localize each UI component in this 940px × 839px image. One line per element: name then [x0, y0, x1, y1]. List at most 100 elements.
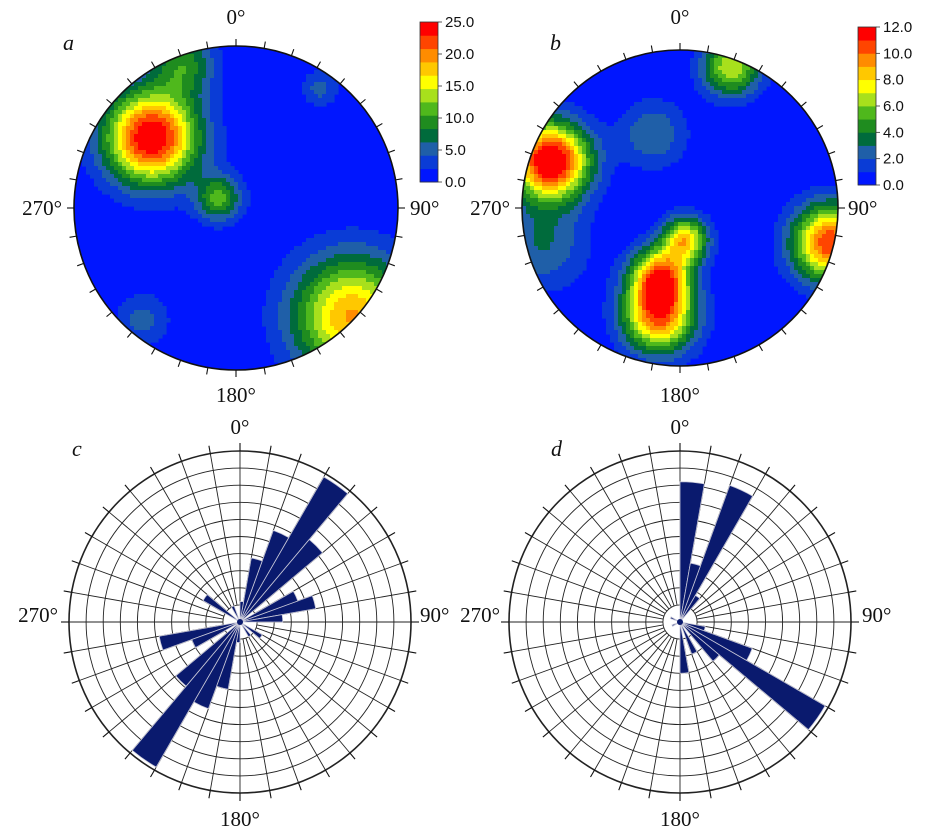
contour-cell — [126, 162, 131, 167]
contour-cell — [562, 258, 567, 263]
contour-cell — [310, 82, 315, 87]
contour-cell — [834, 246, 839, 251]
contour-cell — [694, 74, 699, 79]
contour-cell — [674, 270, 679, 275]
contour-cell — [210, 110, 215, 115]
contour-cell — [830, 222, 835, 227]
direction-label-north-b: 0° — [671, 5, 690, 29]
contour-cell — [122, 130, 127, 135]
contour-cell — [290, 306, 295, 311]
contour-cell — [654, 226, 659, 231]
contour-cell — [546, 226, 551, 231]
contour-cell — [654, 314, 659, 319]
contour-cell — [658, 258, 663, 263]
contour-cell — [150, 186, 155, 191]
contour-cell — [578, 198, 583, 203]
contour-cell — [166, 158, 171, 163]
contour-cell — [82, 138, 87, 143]
contour-cell — [318, 94, 323, 99]
contour-cell — [722, 50, 727, 55]
contour-cell — [818, 250, 823, 255]
rose-tick — [350, 485, 355, 491]
contour-cell — [794, 234, 799, 239]
contour-cell — [182, 94, 187, 99]
contour-cell — [350, 238, 355, 243]
contour-cell — [822, 214, 827, 219]
contour-cell — [94, 166, 99, 171]
contour-cell — [150, 82, 155, 87]
contour-cell — [722, 90, 727, 95]
contour-cell — [634, 314, 639, 319]
contour-cell — [330, 290, 335, 295]
contour-cell — [170, 190, 175, 195]
contour-cell — [698, 270, 703, 275]
contour-cell — [706, 98, 711, 103]
contour-cell — [642, 246, 647, 251]
contour-cell — [346, 250, 351, 255]
contour-cell — [178, 90, 183, 95]
contour-cell — [294, 262, 299, 267]
contour-cell — [162, 98, 167, 103]
contour-cell — [198, 162, 203, 167]
contour-cell — [378, 246, 383, 251]
contour-cell — [370, 234, 375, 239]
contour-cell — [130, 194, 135, 199]
contour-cell — [346, 318, 351, 323]
contour-cell — [330, 298, 335, 303]
direction-label-east-c: 90° — [420, 603, 449, 627]
contour-cell — [186, 150, 191, 155]
contour-cell — [710, 226, 715, 231]
contour-cell — [702, 238, 707, 243]
contour-cell — [674, 258, 679, 263]
contour-cell — [530, 170, 535, 175]
contour-cell — [558, 278, 563, 283]
contour-cell — [266, 322, 271, 327]
contour-cell — [566, 154, 571, 159]
contour-cell — [802, 222, 807, 227]
contour-cell — [794, 282, 799, 287]
contour-cell — [326, 82, 331, 87]
contour-cell — [358, 278, 363, 283]
contour-cell — [686, 130, 691, 135]
contour-cell — [218, 66, 223, 71]
contour-cell — [146, 162, 151, 167]
contour-cell — [306, 274, 311, 279]
contour-cell — [562, 214, 567, 219]
contour-cell — [570, 254, 575, 259]
contour-cell — [350, 310, 355, 315]
contour-cell — [570, 190, 575, 195]
contour-cell — [214, 138, 219, 143]
contour-cell — [694, 86, 699, 91]
contour-cell — [690, 326, 695, 331]
contour-cell — [830, 230, 835, 235]
contour-cell — [134, 86, 139, 91]
contour-cell — [706, 86, 711, 91]
contour-cell — [318, 302, 323, 307]
contour-cell — [334, 250, 339, 255]
contour-cell — [598, 186, 603, 191]
contour-cell — [146, 310, 151, 315]
contour-cell — [638, 294, 643, 299]
contour-cell — [606, 174, 611, 179]
contour-cell — [586, 198, 591, 203]
contour-cell — [114, 134, 119, 139]
contour-cell — [674, 246, 679, 251]
contour-cell — [86, 154, 91, 159]
contour-cell — [182, 90, 187, 95]
contour-cell — [810, 210, 815, 215]
contour-cell — [706, 290, 711, 295]
contour-cell — [618, 330, 623, 335]
contour-cell — [306, 286, 311, 291]
contour-cell — [306, 302, 311, 307]
contour-cell — [234, 214, 239, 219]
contour-cell — [654, 166, 659, 171]
contour-cell — [722, 86, 727, 91]
contour-cell — [690, 206, 695, 211]
contour-cell — [550, 186, 555, 191]
contour-cell — [714, 246, 719, 251]
contour-cell — [590, 134, 595, 139]
contour-cell — [290, 262, 295, 267]
contour-cell — [554, 174, 559, 179]
contour-cell — [534, 174, 539, 179]
contour-cell — [270, 278, 275, 283]
